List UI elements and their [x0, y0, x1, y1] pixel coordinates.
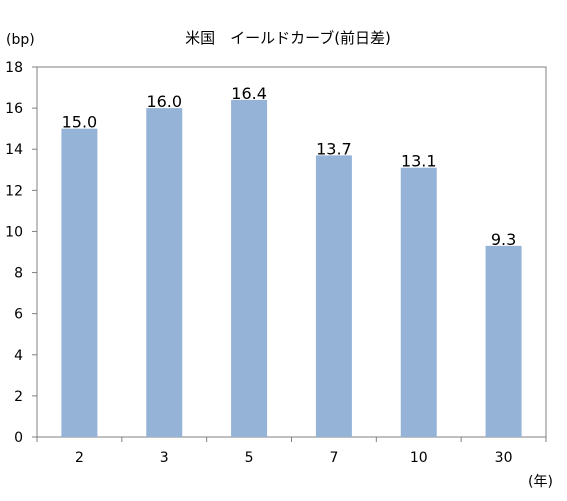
bar — [146, 108, 183, 437]
data-label: 15.0 — [62, 113, 98, 132]
x-tick-label: 3 — [160, 450, 169, 466]
x-tick-label: 2 — [75, 450, 84, 466]
y-tick-label: 2 — [14, 389, 23, 405]
y-tick-label: 10 — [5, 224, 23, 240]
data-label: 16.4 — [231, 84, 267, 103]
x-tick-label: 10 — [410, 450, 428, 466]
data-label: 16.0 — [146, 92, 182, 111]
plot-area: 0 2 4 6 8 10 12 14 16 18 2 15.0 3 16.0 5 16.4 7 13.7 10 13.… — [5, 60, 547, 466]
y-tick-label: 4 — [14, 348, 23, 364]
plot-border — [36, 66, 547, 438]
bar — [315, 155, 352, 437]
x-tick-label: 5 — [245, 450, 254, 466]
y-tick-label: 0 — [14, 430, 23, 446]
x-tick-label: 7 — [329, 450, 338, 466]
y-tick-label: 16 — [5, 101, 23, 117]
y-tick-label: 6 — [14, 307, 23, 323]
bar — [400, 167, 437, 437]
y-tick-label: 8 — [14, 266, 23, 282]
y-tick-label: 12 — [5, 183, 23, 199]
y-tick-label: 14 — [5, 142, 23, 158]
data-label: 9.3 — [491, 230, 516, 249]
data-label: 13.1 — [401, 152, 437, 171]
bar — [485, 245, 522, 437]
x-tick-label: 30 — [495, 450, 513, 466]
data-label: 13.7 — [316, 139, 352, 158]
bar — [61, 128, 98, 437]
bar — [231, 99, 268, 437]
y-tick-label: 18 — [5, 60, 23, 76]
chart-title: 米国 イールドカーブ(前日差) — [185, 29, 391, 47]
y-axis-label: (bp) — [6, 32, 35, 48]
x-axis-label: (年) — [528, 474, 553, 490]
